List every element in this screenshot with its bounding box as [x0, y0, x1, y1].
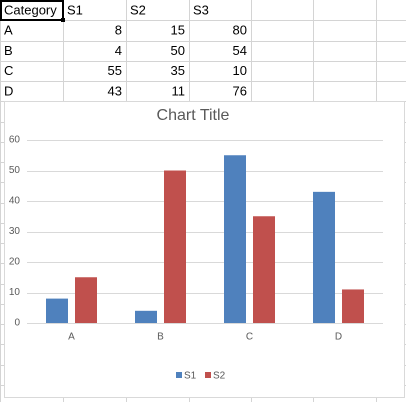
- header-cell: S2: [130, 2, 146, 17]
- legend-label: S2: [213, 371, 226, 382]
- number-cell: 35: [171, 63, 185, 78]
- bar: [313, 191, 335, 323]
- bar: [75, 277, 97, 323]
- header-cell: S1: [67, 2, 83, 17]
- number-cell: 50: [171, 43, 185, 58]
- number-cell: 10: [233, 63, 247, 78]
- bar: [46, 298, 68, 323]
- number-cell: 80: [233, 23, 247, 38]
- label-cell: D: [4, 83, 13, 98]
- legend-swatch: [176, 372, 182, 378]
- label-cell: C: [4, 63, 13, 78]
- number-cell: 8: [115, 23, 122, 38]
- label-cell: A: [4, 23, 13, 38]
- x-tick-label: B: [157, 332, 164, 343]
- selected-cell[interactable]: [0, 0, 64, 21]
- x-tick-label: A: [68, 332, 75, 343]
- chart-title[interactable]: Chart Title: [157, 107, 230, 124]
- chart[interactable]: Chart Title 0 10 20 30 40 50 60 A B C D S1 S2: [4, 101, 405, 398]
- number-cell: 15: [171, 23, 185, 38]
- header-cell: Category: [4, 2, 57, 17]
- bar: [224, 155, 246, 323]
- number-cell: 54: [233, 43, 247, 58]
- bar: [253, 216, 275, 323]
- label-cell: B: [4, 43, 13, 58]
- y-tick-label: 20: [9, 257, 21, 268]
- number-cell: 4: [115, 43, 122, 58]
- y-tick-label: 10: [9, 287, 21, 298]
- bar: [164, 170, 186, 323]
- x-tick-label: C: [246, 332, 253, 343]
- number-cell: 76: [233, 83, 247, 98]
- x-tick-label: D: [335, 332, 342, 343]
- number-cell: 55: [108, 63, 122, 78]
- y-tick-label: 30: [9, 226, 21, 237]
- header-cell: S3: [193, 2, 209, 17]
- legend-label: S1: [184, 371, 197, 382]
- number-cell: 43: [108, 83, 122, 98]
- cells: Category S1 S2 S3 A 8 15 80 B 4 50 54 C 55 35 10 D 43 11 76: [4, 2, 247, 98]
- fill-handle[interactable]: [61, 18, 65, 22]
- y-tick-label: 0: [14, 318, 20, 329]
- legend-swatch: [205, 372, 211, 378]
- bar: [135, 310, 157, 323]
- number-cell: 11: [172, 83, 186, 98]
- bar: [342, 289, 364, 323]
- y-tick-label: 40: [9, 196, 21, 207]
- y-tick-label: 60: [9, 135, 21, 146]
- y-tick-label: 50: [9, 165, 21, 176]
- chart-area[interactable]: [4, 101, 405, 398]
